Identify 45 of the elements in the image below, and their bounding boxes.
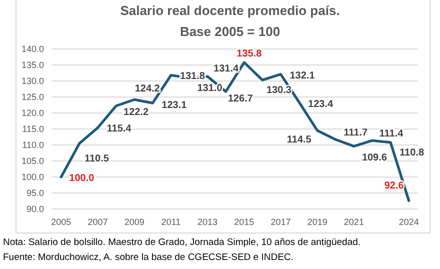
chart-title: Salario real docente promedio país. [120,3,340,18]
x-tick-label: 2005 [51,217,72,227]
text: 111.4 [379,128,404,140]
text: 122.2 [124,106,149,118]
text: 130.3 [266,85,292,96]
text: 123.1 [162,100,187,112]
text: Nota: Salario de bolsillo. Maestro de Grado, Jornada Simple, 10 años de antigüedad. [3,237,361,248]
text: 109.6 [362,152,387,164]
chart-subtitle: Base 2005 = 100 [180,24,280,39]
text: 110.8 [400,147,424,158]
y-tick-label: 140.0 [21,44,44,54]
y-tick-label: 135.0 [21,60,44,70]
text: 123.4 [308,99,334,110]
text: 132.1 [290,70,315,82]
x-tick-label: 2024 [398,217,419,227]
text: 111.7 [344,128,368,139]
y-tick-label: 120.0 [21,108,44,118]
x-tick-label: 2009 [124,217,144,227]
text: 114.5 [286,134,312,146]
text: 110.5 [84,153,109,164]
x-tick-label: 2013 [198,217,218,227]
source-note: Fuente: Morduchowicz, A. sobre la base de CGECSE-SED e INDEC. [3,252,294,263]
y-tick-label: 105.0 [21,156,44,166]
y-tick-label: 95.0 [26,188,44,198]
text: 131.4 [214,64,239,75]
y-tick-label: 90.0 [26,204,44,214]
y-tick-label: 125.0 [21,92,44,102]
x-tick-label: 2019 [307,217,328,227]
x-tick-label: 2011 [161,217,181,227]
y-tick-label: 110.0 [22,140,44,150]
text: 135.8 [236,48,262,60]
x-tick-label: 2017 [270,217,291,227]
text: 115.4 [106,124,132,135]
x-tick-label: 2021 [344,217,364,227]
y-tick-label: 115.0 [22,124,44,134]
x-tick-label: 2007 [88,217,108,227]
text: 124.2 [134,84,160,95]
text: 126.7 [228,94,253,105]
text: 131.0 [197,82,222,94]
text: 100.0 [69,173,94,184]
y-tick-label: 100.0 [21,172,44,182]
text: 131.8 [180,71,205,82]
text: 92.6 [384,180,404,192]
x-tick-label: 2015 [234,217,254,227]
y-tick-label: 130.0 [21,76,44,86]
